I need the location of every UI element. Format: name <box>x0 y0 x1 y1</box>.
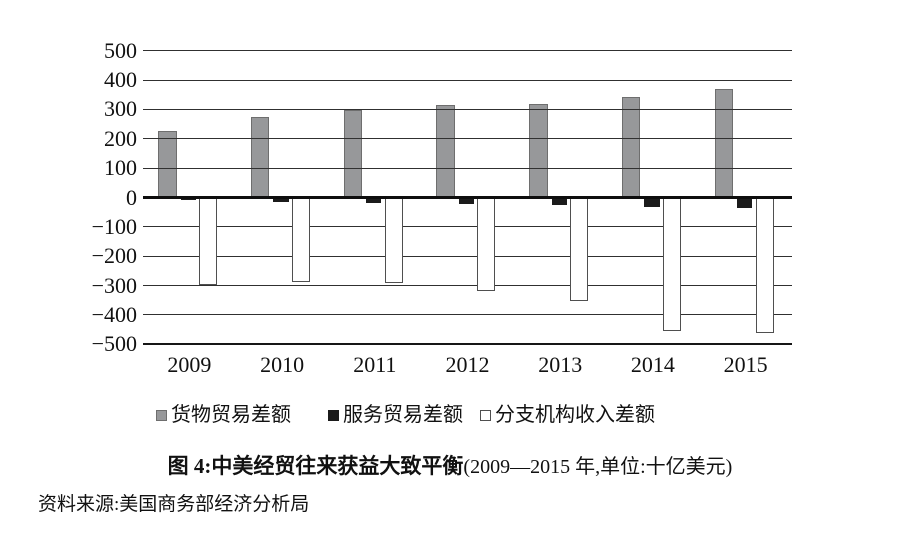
legend-item-服务贸易差额: 服务贸易差额 <box>328 402 463 428</box>
x-axis-year-label: 2014 <box>630 352 675 377</box>
legend-item-分支机构收入差额: 分支机构收入差额 <box>480 402 655 428</box>
grid-line <box>143 226 792 228</box>
legend-item-货物贸易差额: 货物贸易差额 <box>156 402 291 428</box>
legend-label: 分支机构收入差额 <box>495 404 655 426</box>
y-axis-tick-label: 0 <box>126 184 137 210</box>
grid-line <box>143 255 792 257</box>
grid-line <box>143 285 792 287</box>
x-axis-year-label: 2010 <box>260 352 305 377</box>
bar-分支机构收入差额-2014 <box>662 197 681 331</box>
bar-货物贸易差额-2012 <box>436 105 455 198</box>
figure-caption: 图 4:中美经贸往来获益大致平衡(2009—2015 年,单位:十亿美元) <box>0 450 900 485</box>
grid-line <box>143 79 792 81</box>
zero-axis-line <box>143 196 792 199</box>
caption-subtitle: (2009—2015 年,单位:十亿美元) <box>463 456 733 478</box>
x-axis-year-label: 2009 <box>167 352 212 377</box>
grid-line <box>143 50 792 52</box>
grid-line <box>143 167 792 169</box>
grid-line <box>143 108 792 110</box>
x-axis-year-label: 2013 <box>538 352 583 377</box>
x-axis-year-label: 2011 <box>353 352 397 377</box>
caption-title: 图 4:中美经贸往来获益大致平衡 <box>167 454 464 478</box>
bar-分支机构收入差额-2010 <box>292 197 310 282</box>
y-axis-tick-label: 300 <box>104 96 137 122</box>
grid-line <box>143 314 792 316</box>
bar-货物贸易差额-2011 <box>343 110 363 198</box>
bar-分支机构收入差额-2012 <box>477 197 496 292</box>
grid-line <box>143 138 792 140</box>
y-axis-tick-label: 500 <box>104 37 137 63</box>
legend-swatch-icon <box>328 409 339 421</box>
y-axis-tick-label: −500 <box>91 331 137 357</box>
bar-分支机构收入差额-2009 <box>199 197 218 285</box>
y-axis-tick-label: −100 <box>91 213 137 239</box>
grid-line <box>143 343 792 346</box>
bar-货物贸易差额-2015 <box>714 89 733 198</box>
y-axis-tick-label: −300 <box>91 272 137 298</box>
legend-swatch-icon <box>480 409 491 421</box>
y-axis-tick-label: 400 <box>104 67 137 93</box>
bar-货物贸易差额-2013 <box>529 103 548 198</box>
y-axis-tick-label: 200 <box>104 125 137 151</box>
bar-货物贸易差额-2014 <box>621 96 641 198</box>
bar-分支机构收入差额-2015 <box>755 197 774 333</box>
bar-服务贸易差额-2015 <box>736 197 753 209</box>
y-axis-tick-label: −200 <box>91 243 137 269</box>
bar-分支机构收入差额-2011 <box>384 197 403 284</box>
legend-label: 服务贸易差额 <box>343 404 463 426</box>
legend-label: 货物贸易差额 <box>171 404 291 426</box>
y-axis-tick-label: 100 <box>104 155 137 181</box>
legend-swatch-icon <box>156 409 167 421</box>
x-axis-year-label: 2015 <box>723 352 768 377</box>
bar-货物贸易差额-2009 <box>158 130 177 198</box>
x-axis-year-label: 2012 <box>445 352 490 377</box>
bar-分支机构收入差额-2013 <box>570 197 589 301</box>
source-note: 资料来源:美国商务部经济分析局 <box>38 494 310 515</box>
y-axis-tick-label: −400 <box>91 301 137 327</box>
bar-货物贸易差额-2010 <box>251 117 270 198</box>
